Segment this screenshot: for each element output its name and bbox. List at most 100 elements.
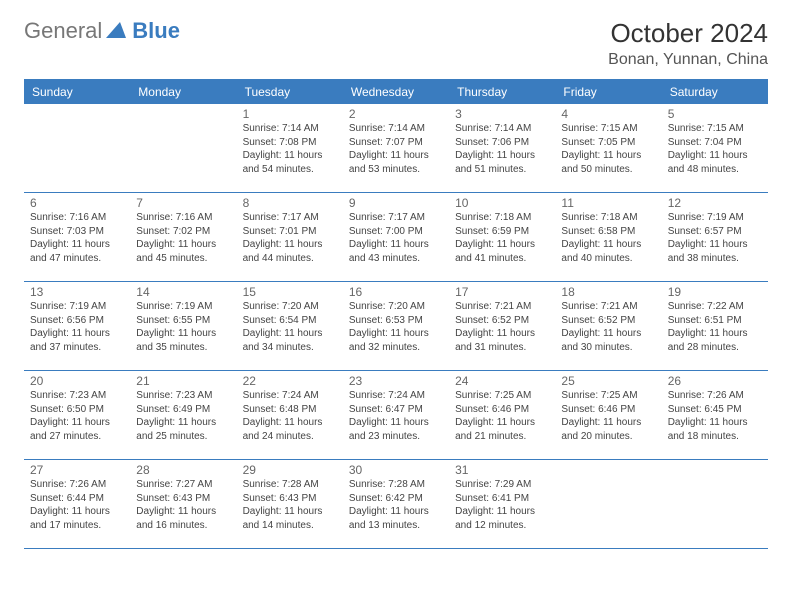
- day-info: Sunrise: 7:14 AMSunset: 7:08 PMDaylight:…: [243, 122, 337, 176]
- sunrise: Sunrise: 7:14 AM: [349, 122, 443, 136]
- day-cell: 7Sunrise: 7:16 AMSunset: 7:02 PMDaylight…: [130, 193, 236, 281]
- day-cell: 15Sunrise: 7:20 AMSunset: 6:54 PMDayligh…: [237, 282, 343, 370]
- day-info: Sunrise: 7:29 AMSunset: 6:41 PMDaylight:…: [455, 478, 549, 532]
- day-number: 29: [243, 463, 337, 477]
- day-number: 5: [668, 107, 762, 121]
- day-cell: 22Sunrise: 7:24 AMSunset: 6:48 PMDayligh…: [237, 371, 343, 459]
- daylight: Daylight: 11 hours and 24 minutes.: [243, 416, 337, 443]
- day-number: 9: [349, 196, 443, 210]
- day-header: Saturday: [662, 80, 768, 104]
- calendar-week-row: 13Sunrise: 7:19 AMSunset: 6:56 PMDayligh…: [24, 282, 768, 371]
- day-number: 4: [561, 107, 655, 121]
- day-number: 17: [455, 285, 549, 299]
- day-number: 8: [243, 196, 337, 210]
- sunset: Sunset: 6:51 PM: [668, 314, 762, 328]
- day-cell: 25Sunrise: 7:25 AMSunset: 6:46 PMDayligh…: [555, 371, 661, 459]
- sunset: Sunset: 7:05 PM: [561, 136, 655, 150]
- sunrise: Sunrise: 7:26 AM: [668, 389, 762, 403]
- day-info: Sunrise: 7:27 AMSunset: 6:43 PMDaylight:…: [136, 478, 230, 532]
- day-cell: [555, 460, 661, 548]
- sunset: Sunset: 7:03 PM: [30, 225, 124, 239]
- day-number: 22: [243, 374, 337, 388]
- sunrise: Sunrise: 7:24 AM: [243, 389, 337, 403]
- day-number: 23: [349, 374, 443, 388]
- day-cell: 2Sunrise: 7:14 AMSunset: 7:07 PMDaylight…: [343, 104, 449, 192]
- sunset: Sunset: 7:01 PM: [243, 225, 337, 239]
- day-info: Sunrise: 7:19 AMSunset: 6:55 PMDaylight:…: [136, 300, 230, 354]
- day-number: 6: [30, 196, 124, 210]
- daylight: Daylight: 11 hours and 28 minutes.: [668, 327, 762, 354]
- daylight: Daylight: 11 hours and 35 minutes.: [136, 327, 230, 354]
- day-cell: 29Sunrise: 7:28 AMSunset: 6:43 PMDayligh…: [237, 460, 343, 548]
- daylight: Daylight: 11 hours and 32 minutes.: [349, 327, 443, 354]
- sunset: Sunset: 6:44 PM: [30, 492, 124, 506]
- day-info: Sunrise: 7:15 AMSunset: 7:05 PMDaylight:…: [561, 122, 655, 176]
- sunset: Sunset: 7:07 PM: [349, 136, 443, 150]
- day-header: Sunday: [24, 80, 130, 104]
- day-number: 15: [243, 285, 337, 299]
- sunrise: Sunrise: 7:16 AM: [30, 211, 124, 225]
- daylight: Daylight: 11 hours and 47 minutes.: [30, 238, 124, 265]
- sunset: Sunset: 7:08 PM: [243, 136, 337, 150]
- day-cell: 8Sunrise: 7:17 AMSunset: 7:01 PMDaylight…: [237, 193, 343, 281]
- day-cell: [130, 104, 236, 192]
- day-number: 30: [349, 463, 443, 477]
- daylight: Daylight: 11 hours and 44 minutes.: [243, 238, 337, 265]
- sunrise: Sunrise: 7:23 AM: [30, 389, 124, 403]
- daylight: Daylight: 11 hours and 14 minutes.: [243, 505, 337, 532]
- sunset: Sunset: 7:04 PM: [668, 136, 762, 150]
- sunrise: Sunrise: 7:19 AM: [30, 300, 124, 314]
- logo-triangle-icon: [106, 18, 126, 44]
- day-cell: 28Sunrise: 7:27 AMSunset: 6:43 PMDayligh…: [130, 460, 236, 548]
- logo: General Blue: [24, 18, 180, 44]
- sunset: Sunset: 6:49 PM: [136, 403, 230, 417]
- daylight: Daylight: 11 hours and 13 minutes.: [349, 505, 443, 532]
- day-cell: 17Sunrise: 7:21 AMSunset: 6:52 PMDayligh…: [449, 282, 555, 370]
- sunrise: Sunrise: 7:29 AM: [455, 478, 549, 492]
- day-number: 1: [243, 107, 337, 121]
- day-cell: 11Sunrise: 7:18 AMSunset: 6:58 PMDayligh…: [555, 193, 661, 281]
- daylight: Daylight: 11 hours and 48 minutes.: [668, 149, 762, 176]
- daylight: Daylight: 11 hours and 41 minutes.: [455, 238, 549, 265]
- daylight: Daylight: 11 hours and 12 minutes.: [455, 505, 549, 532]
- sunrise: Sunrise: 7:17 AM: [349, 211, 443, 225]
- day-number: 27: [30, 463, 124, 477]
- day-info: Sunrise: 7:14 AMSunset: 7:07 PMDaylight:…: [349, 122, 443, 176]
- sunrise: Sunrise: 7:17 AM: [243, 211, 337, 225]
- sunrise: Sunrise: 7:19 AM: [136, 300, 230, 314]
- sunset: Sunset: 6:54 PM: [243, 314, 337, 328]
- day-cell: 26Sunrise: 7:26 AMSunset: 6:45 PMDayligh…: [662, 371, 768, 459]
- day-cell: [662, 460, 768, 548]
- sunset: Sunset: 6:57 PM: [668, 225, 762, 239]
- sunrise: Sunrise: 7:21 AM: [455, 300, 549, 314]
- daylight: Daylight: 11 hours and 18 minutes.: [668, 416, 762, 443]
- day-info: Sunrise: 7:20 AMSunset: 6:54 PMDaylight:…: [243, 300, 337, 354]
- sunrise: Sunrise: 7:25 AM: [561, 389, 655, 403]
- sunrise: Sunrise: 7:28 AM: [349, 478, 443, 492]
- day-info: Sunrise: 7:25 AMSunset: 6:46 PMDaylight:…: [455, 389, 549, 443]
- daylight: Daylight: 11 hours and 16 minutes.: [136, 505, 230, 532]
- sunrise: Sunrise: 7:18 AM: [561, 211, 655, 225]
- daylight: Daylight: 11 hours and 51 minutes.: [455, 149, 549, 176]
- sunrise: Sunrise: 7:20 AM: [349, 300, 443, 314]
- sunrise: Sunrise: 7:19 AM: [668, 211, 762, 225]
- daylight: Daylight: 11 hours and 40 minutes.: [561, 238, 655, 265]
- sunrise: Sunrise: 7:26 AM: [30, 478, 124, 492]
- sunset: Sunset: 6:52 PM: [561, 314, 655, 328]
- day-header: Tuesday: [237, 80, 343, 104]
- day-info: Sunrise: 7:14 AMSunset: 7:06 PMDaylight:…: [455, 122, 549, 176]
- sunset: Sunset: 6:47 PM: [349, 403, 443, 417]
- day-cell: 9Sunrise: 7:17 AMSunset: 7:00 PMDaylight…: [343, 193, 449, 281]
- daylight: Daylight: 11 hours and 53 minutes.: [349, 149, 443, 176]
- daylight: Daylight: 11 hours and 34 minutes.: [243, 327, 337, 354]
- day-cell: 20Sunrise: 7:23 AMSunset: 6:50 PMDayligh…: [24, 371, 130, 459]
- sunset: Sunset: 7:06 PM: [455, 136, 549, 150]
- sunrise: Sunrise: 7:15 AM: [668, 122, 762, 136]
- day-number: 28: [136, 463, 230, 477]
- day-cell: 1Sunrise: 7:14 AMSunset: 7:08 PMDaylight…: [237, 104, 343, 192]
- sunset: Sunset: 6:43 PM: [243, 492, 337, 506]
- sunrise: Sunrise: 7:18 AM: [455, 211, 549, 225]
- day-header: Wednesday: [343, 80, 449, 104]
- day-info: Sunrise: 7:18 AMSunset: 6:59 PMDaylight:…: [455, 211, 549, 265]
- day-cell: 23Sunrise: 7:24 AMSunset: 6:47 PMDayligh…: [343, 371, 449, 459]
